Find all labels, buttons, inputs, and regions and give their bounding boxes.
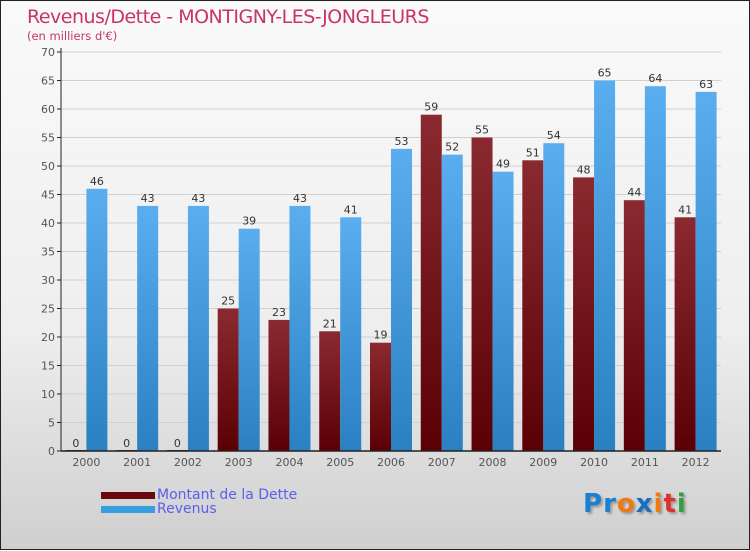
x-tick-label: 2006 xyxy=(377,456,405,469)
x-tick-label: 2003 xyxy=(225,456,253,469)
data-label-dette: 59 xyxy=(424,101,438,114)
legend-label-dette: Montant de la Dette xyxy=(157,487,298,503)
bar-dette xyxy=(420,114,442,451)
data-label-dette: 55 xyxy=(475,124,489,137)
data-label-dette: 48 xyxy=(577,163,591,176)
x-tick-label: 2011 xyxy=(631,456,659,469)
proxiti-logo: Proxiti xyxy=(583,489,687,519)
legend-item-revenus: Revenus xyxy=(101,501,217,517)
bar-revenus xyxy=(441,154,463,451)
bar-dette xyxy=(573,177,595,451)
chart-subtitle: (en milliers d'€) xyxy=(27,29,118,43)
bar-revenus xyxy=(594,80,616,451)
data-label-revenus: 41 xyxy=(344,203,358,216)
bar-revenus xyxy=(391,148,412,451)
chart-title: Revenus/Dette - MONTIGNY-LES-JONGLEURS xyxy=(27,6,429,28)
bar-dette xyxy=(674,217,696,451)
data-label-revenus: 52 xyxy=(445,141,459,154)
data-label-revenus: 46 xyxy=(90,175,104,188)
bar-revenus xyxy=(340,217,362,451)
x-tick-label: 2004 xyxy=(275,456,303,469)
y-tick-label: 15 xyxy=(41,360,55,373)
data-label-dette: 0 xyxy=(174,437,181,450)
data-label-revenus: 39 xyxy=(242,215,256,228)
data-label-revenus: 65 xyxy=(598,67,612,80)
x-tick-label: 2012 xyxy=(682,456,710,469)
y-tick-label: 55 xyxy=(41,132,55,145)
x-tick-label: 2002 xyxy=(174,456,202,469)
x-tick-label: 2007 xyxy=(428,456,456,469)
data-label-revenus: 43 xyxy=(191,192,205,205)
y-tick-label: 10 xyxy=(41,388,55,401)
y-tick-label: 70 xyxy=(41,46,55,59)
data-label-revenus: 54 xyxy=(547,129,561,142)
bar-revenus xyxy=(289,205,311,451)
data-label-revenus: 63 xyxy=(699,78,713,91)
y-tick-label: 30 xyxy=(41,274,55,287)
data-label-dette: 19 xyxy=(374,329,388,342)
y-tick-label: 45 xyxy=(41,189,55,202)
bar-revenus xyxy=(187,205,209,451)
bar-revenus xyxy=(543,143,565,451)
bar-dette xyxy=(522,160,544,452)
bar-dette xyxy=(268,319,290,451)
y-tick-label: 20 xyxy=(41,331,55,344)
y-tick-label: 65 xyxy=(41,75,55,88)
y-tick-label: 60 xyxy=(41,103,55,116)
data-label-revenus: 64 xyxy=(648,72,662,85)
data-label-revenus: 53 xyxy=(395,135,409,148)
bar-revenus xyxy=(238,228,260,451)
bar-dette xyxy=(471,137,493,451)
legend-label-revenus: Revenus xyxy=(157,501,217,517)
y-tick-label: 50 xyxy=(41,160,55,173)
bar-revenus xyxy=(86,188,108,452)
y-tick-label: 25 xyxy=(41,303,55,316)
bar-revenus xyxy=(492,171,514,451)
data-label-revenus: 43 xyxy=(141,192,155,205)
x-tick-label: 2005 xyxy=(326,456,354,469)
data-label-revenus: 49 xyxy=(496,158,510,171)
y-tick-label: 5 xyxy=(48,417,55,430)
bar-revenus xyxy=(644,86,666,451)
legend-swatch-revenus xyxy=(101,505,155,513)
x-tick-label: 2000 xyxy=(72,456,100,469)
x-tick-label: 2008 xyxy=(479,456,507,469)
bar-dette xyxy=(319,331,341,451)
y-tick-label: 0 xyxy=(48,445,55,458)
data-label-dette: 41 xyxy=(678,203,692,216)
bar-dette xyxy=(370,342,391,451)
bar-dette xyxy=(623,200,645,451)
bar-revenus xyxy=(695,91,717,452)
data-label-revenus: 43 xyxy=(293,192,307,205)
bar-revenus xyxy=(137,205,159,451)
bar-dette xyxy=(217,308,239,451)
data-label-dette: 23 xyxy=(272,306,286,319)
y-tick-label: 40 xyxy=(41,217,55,230)
data-label-dette: 44 xyxy=(627,186,641,199)
x-tick-label: 2001 xyxy=(123,456,151,469)
x-tick-label: 2009 xyxy=(529,456,557,469)
data-label-dette: 51 xyxy=(526,146,540,159)
x-tick-label: 2010 xyxy=(580,456,608,469)
data-label-dette: 0 xyxy=(72,437,79,450)
data-label-dette: 21 xyxy=(323,317,337,330)
data-label-dette: 0 xyxy=(123,437,130,450)
data-label-dette: 25 xyxy=(221,295,235,308)
legend-swatch-dette xyxy=(101,491,155,499)
y-tick-label: 35 xyxy=(41,246,55,259)
legend-item-dette: Montant de la Dette xyxy=(101,487,297,503)
